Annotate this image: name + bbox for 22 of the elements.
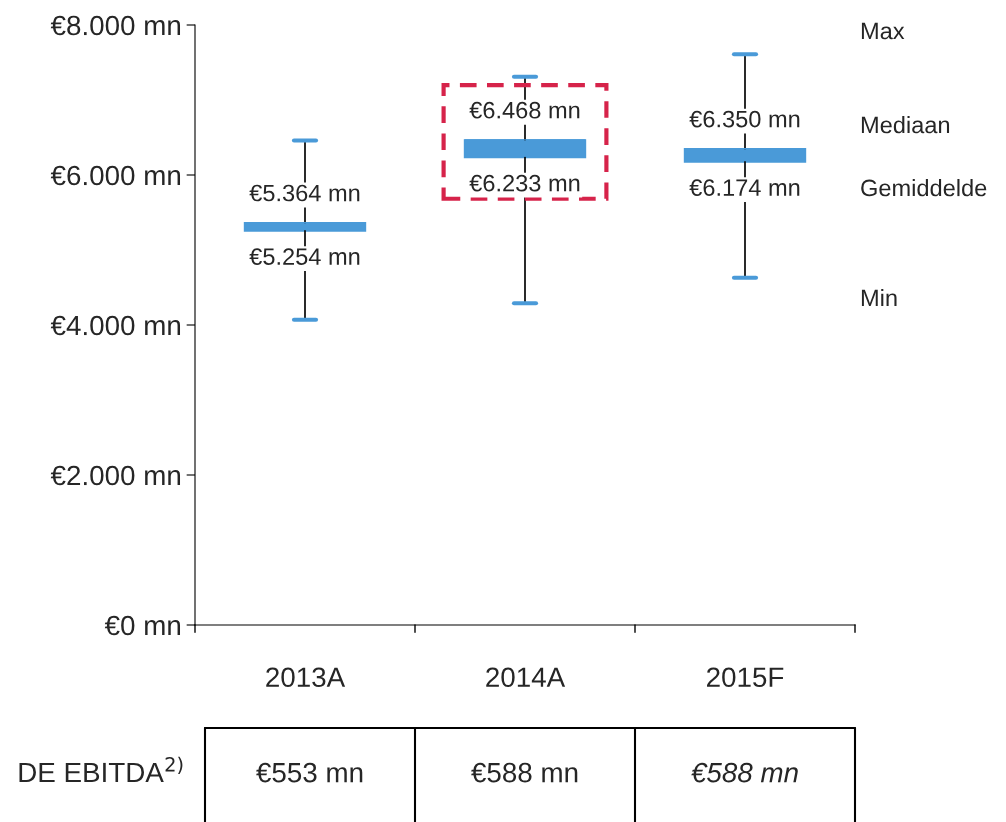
- annotation: €6.233 mn: [469, 174, 580, 192]
- text: Gemiddelde: [861, 178, 987, 197]
- text: Mediaan: [861, 116, 950, 134]
- annotation: €6.468 mn: [469, 101, 580, 119]
- y-tick-label: €2.000 mn: [50, 465, 181, 486]
- x-tick-label: 2014A: [486, 667, 566, 688]
- annotation: €5.254 mn: [249, 248, 360, 265]
- x-tick-label: 2013A: [266, 667, 346, 688]
- y-tick-label: €0 mn: [104, 615, 181, 636]
- text: Min: [861, 288, 897, 307]
- y-tick-label: €4.000 mn: [50, 315, 181, 336]
- text: €588 mn: [691, 762, 798, 783]
- text: €553 mn: [256, 762, 363, 783]
- text: DE EBITDA$^{2)}$: [19, 756, 183, 783]
- text: €588 mn: [471, 762, 578, 783]
- text: Max: [861, 22, 905, 40]
- annotation: €6.350 mn: [689, 110, 800, 128]
- y-tick-label: €6.000 mn: [50, 165, 181, 186]
- x-tick-label: 2015F: [707, 667, 784, 688]
- annotation: €6.174 mn: [689, 179, 800, 196]
- annotation: €5.364 mn: [249, 184, 360, 202]
- y-tick-label: €8.000 mn: [50, 15, 181, 36]
